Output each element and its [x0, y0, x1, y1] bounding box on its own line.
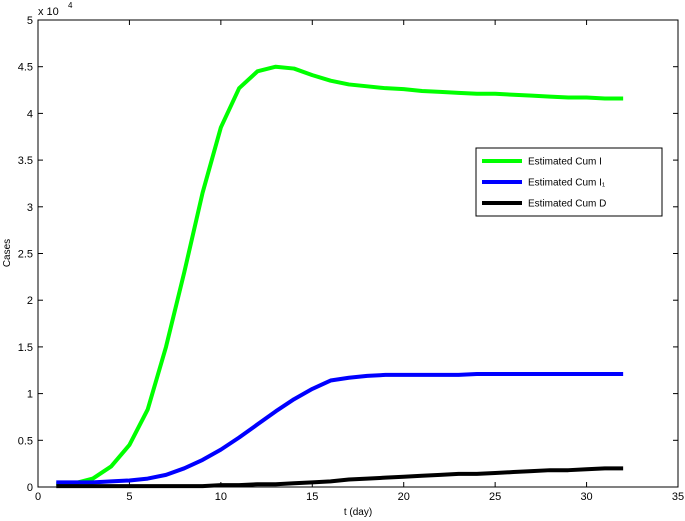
line	[56, 64, 624, 487]
y-tick-label: 4.5	[18, 62, 33, 74]
legend-label: Estimated Cum I	[528, 157, 602, 168]
line	[56, 371, 624, 485]
y-scale-exponent: 4	[68, 1, 73, 10]
legend-label: Estimated Cum D	[528, 199, 606, 210]
y-tick-label: 0.5	[18, 435, 33, 447]
x-tick-label: 10	[215, 491, 227, 503]
y-axis-label: Cases	[2, 239, 13, 267]
x-tick-label: 5	[126, 491, 132, 503]
x-tick-label: 25	[489, 491, 501, 503]
x-axis-label: t (day)	[344, 507, 372, 518]
y-tick-label: 2	[27, 295, 33, 307]
y-tick-label: 2.5	[18, 249, 33, 261]
y-tick-label: 3.5	[18, 155, 33, 167]
y-scale-base: x 10	[38, 6, 59, 18]
x-tick-label: 0	[35, 491, 41, 503]
plot-area	[37, 19, 679, 488]
y-tick-label: 0	[27, 482, 33, 494]
x-tick-label: 35	[672, 491, 684, 503]
x-tick-label: 30	[580, 491, 592, 503]
line	[56, 466, 624, 489]
y-tick-label: 4	[27, 108, 33, 120]
x-tick-label: 15	[306, 491, 318, 503]
y-tick-label: 1	[27, 389, 33, 401]
x-tick-label: 20	[398, 491, 410, 503]
y-tick-label: 1.5	[18, 342, 33, 354]
y-tick-label: 5	[27, 15, 33, 27]
legend-label: Estimated Cum I₁	[528, 178, 606, 189]
y-tick-label: 3	[27, 202, 33, 214]
